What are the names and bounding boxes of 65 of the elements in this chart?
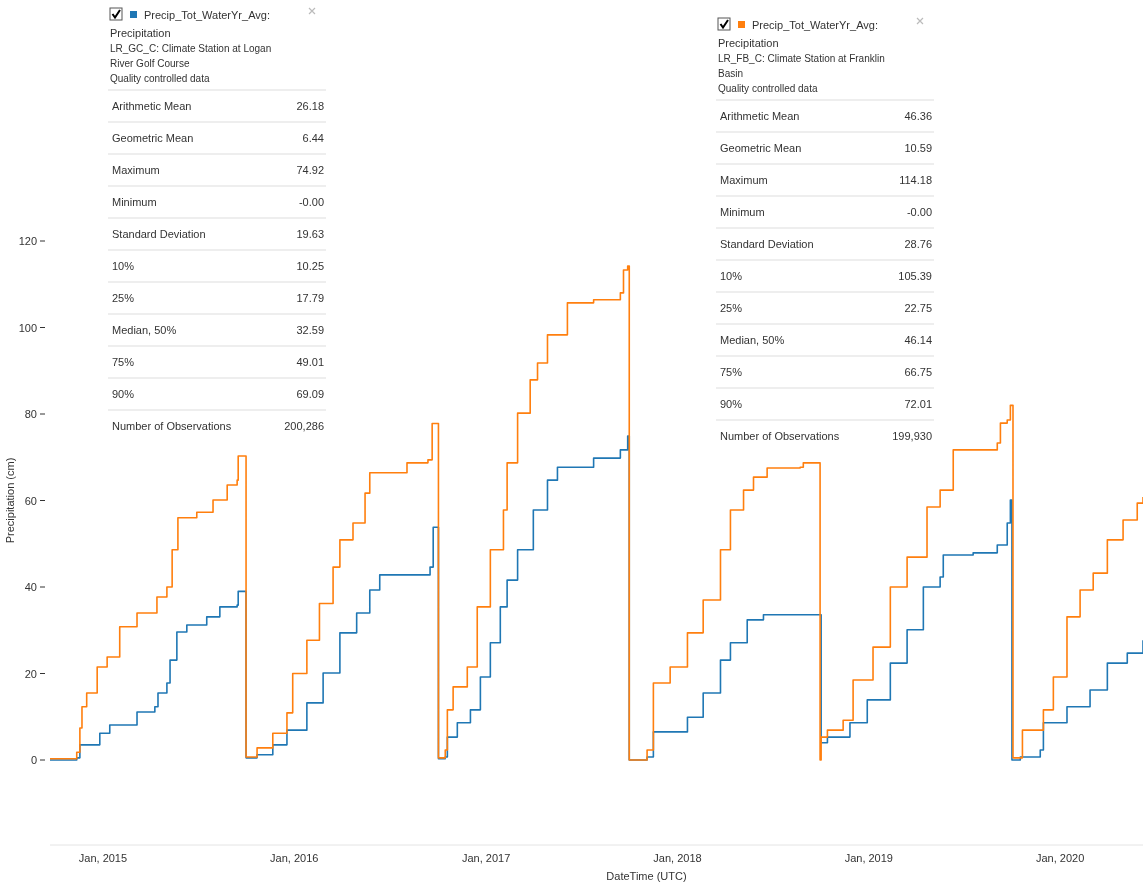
text: 19.63: [296, 228, 324, 240]
annotation: 25%: [112, 292, 135, 304]
text: Arithmetic Mean: [112, 100, 192, 112]
annotation: 28.76: [904, 238, 932, 250]
annotation: 46.14: [904, 334, 932, 346]
annotation: 75%: [112, 356, 135, 368]
text: Standard Deviation: [112, 228, 206, 240]
y-tick-label: 60: [24, 494, 37, 507]
legend-label: Precip_Tot_WaterYr_Avg: Precipitation: [110, 9, 270, 39]
text: -0.00: [906, 206, 932, 218]
text: 74.92: [296, 164, 324, 176]
y-tick-label: 120: [18, 235, 37, 247]
annotation: 10.25: [296, 260, 324, 272]
y-axis-title: Precipitation (cm): [4, 457, 16, 544]
text: Minimum: [112, 196, 157, 208]
text: Quality controlled data: [718, 83, 818, 94]
text: 6.44: [302, 132, 324, 144]
text: Geometric Mean: [112, 132, 194, 144]
annotation: 22.75: [904, 302, 932, 314]
text: Arithmetic Mean: [720, 110, 800, 122]
annotation: Median, 50%: [720, 334, 785, 346]
text: Minimum: [720, 206, 765, 218]
text: LR_FB_C: Climate Station at Franklin Basin: [718, 53, 885, 79]
y-tick-label: 80: [24, 408, 37, 420]
annotation: Number of Observations: [720, 430, 840, 442]
annotation: Standard Deviation: [720, 238, 814, 250]
x-axis-title: DateTime (UTC): [606, 870, 687, 882]
annotation: 90%: [720, 398, 743, 410]
annotation: 72.01: [904, 398, 932, 410]
annotation: 199,930: [892, 430, 932, 442]
annotation: 105.39: [898, 270, 932, 282]
x-tick-label: Jan, 2020: [1036, 852, 1085, 864]
annotation: 17.79: [296, 292, 324, 304]
annotation: 10%: [112, 260, 135, 272]
annotation: 10%: [720, 270, 743, 282]
y-tick-label: 20: [24, 667, 37, 680]
annotation: 200,286: [284, 420, 324, 432]
text: Maximum: [112, 164, 160, 176]
text: 26.18: [296, 100, 324, 112]
annotation: 75%: [720, 366, 743, 378]
text: Geometric Mean: [720, 142, 802, 154]
annotation: 49.01: [296, 356, 324, 368]
text: Quality controlled data: [110, 73, 210, 84]
text: 114.18: [899, 174, 932, 186]
y-tick-label: 0: [30, 754, 37, 766]
text: -0.00: [298, 196, 324, 208]
annotation: Median, 50%: [112, 324, 177, 336]
y-tick-label: 100: [18, 321, 37, 334]
annotation: Number of Observations: [112, 420, 232, 432]
x-tick-label: Jan, 2015: [78, 852, 128, 864]
annotation: 66.75: [904, 366, 932, 378]
x-tick-label: Jan, 2016: [270, 852, 319, 864]
annotation: 90%: [112, 388, 135, 400]
x-tick-label: Jan, 2019: [844, 852, 893, 864]
text: 46.36: [904, 110, 932, 122]
text: LR_GC_C: Climate Station at Logan River Golf Course: [110, 43, 272, 69]
x-tick-label: Jan, 2018: [653, 852, 702, 864]
x-tick-label: Jan, 2017: [461, 852, 511, 864]
legend-label: Precip_Tot_WaterYr_Avg: Precipitation: [718, 19, 878, 49]
annotation: 69.09: [296, 388, 324, 400]
y-tick-label: 40: [24, 581, 37, 593]
annotation: 32.59: [296, 324, 324, 336]
annotation: 25%: [720, 302, 743, 314]
text: Maximum: [720, 174, 768, 186]
text: 10.59: [904, 142, 932, 154]
